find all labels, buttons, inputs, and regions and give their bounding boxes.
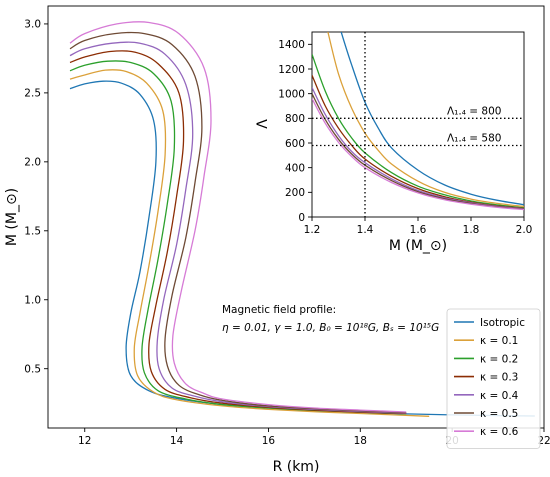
legend-entry: κ = 0.1 bbox=[480, 335, 518, 347]
y-tick-label: 1000 bbox=[278, 88, 305, 100]
legend-entry: κ = 0.2 bbox=[480, 353, 518, 365]
series-line bbox=[312, 53, 524, 209]
series-line bbox=[327, 32, 524, 208]
x-tick-label: 16 bbox=[262, 435, 276, 447]
y-tick-label: 3.0 bbox=[24, 19, 41, 31]
series-line bbox=[69, 31, 407, 414]
x-tick-label: 1.4 bbox=[357, 224, 374, 236]
series-line bbox=[69, 41, 407, 414]
main-plot-frame bbox=[47, 5, 545, 429]
legend: Isotropic κ = 0.1 κ = 0.2 κ = 0.3 κ = 0.4 κ =… bbox=[446, 308, 541, 449]
x-tick-label: 18 bbox=[354, 435, 367, 447]
y-tick-label: 2.0 bbox=[24, 157, 41, 169]
y-tick-label: 600 bbox=[285, 138, 305, 150]
y-tick-label: 0.5 bbox=[24, 363, 41, 375]
series-line bbox=[312, 93, 524, 210]
series-line bbox=[69, 60, 407, 415]
x-tick-label: 1.8 bbox=[463, 224, 480, 236]
y-tick-label: 1400 bbox=[278, 39, 305, 51]
y-tick-label: 200 bbox=[285, 187, 305, 199]
legend-entry: κ = 0.4 bbox=[480, 390, 519, 402]
main-y-axis-label: M (M_⊙) bbox=[4, 188, 20, 246]
x-tick-label: 12 bbox=[78, 435, 91, 447]
x-tick-label: 22 bbox=[537, 435, 550, 447]
y-tick-label: 1.5 bbox=[24, 226, 41, 238]
y-tick-label: 1200 bbox=[278, 64, 305, 76]
x-tick-label: 1.2 bbox=[304, 224, 321, 236]
series-line bbox=[69, 69, 430, 417]
annotation-parameters: η = 0.01, γ = 1.0, B₀ = 10¹⁸G, Bₛ = 10¹⁵… bbox=[222, 322, 439, 334]
legend-entry: κ = 0.5 bbox=[480, 408, 518, 420]
y-tick-label: 2.5 bbox=[24, 88, 41, 100]
legend-entry: κ = 0.3 bbox=[480, 372, 518, 384]
series-line bbox=[312, 98, 524, 211]
reference-line-label: Λ₁.₄ = 580 bbox=[447, 132, 501, 144]
main-x-axis-label: R (km) bbox=[273, 459, 320, 475]
inset-x-axis-label: M (M_⊙) bbox=[389, 238, 447, 254]
inset-y-axis-label: Λ bbox=[255, 119, 271, 129]
series-line bbox=[69, 50, 407, 415]
x-tick-label: 2.0 bbox=[516, 224, 533, 236]
y-tick-label: 0 bbox=[298, 212, 305, 224]
y-tick-label: 800 bbox=[285, 113, 305, 125]
y-tick-label: 1.0 bbox=[24, 295, 41, 307]
series-line bbox=[340, 32, 524, 206]
y-tick-label: 400 bbox=[285, 162, 305, 174]
annotation-title: Magnetic field profile: bbox=[222, 304, 336, 316]
x-tick-label: 14 bbox=[170, 435, 184, 447]
legend-entry: Isotropic bbox=[480, 317, 525, 329]
legend-entry: κ = 0.6 bbox=[480, 426, 519, 438]
reference-line-label: Λ₁.₄ = 800 bbox=[447, 105, 501, 117]
series-line bbox=[69, 21, 407, 413]
x-tick-label: 1.6 bbox=[410, 224, 427, 236]
